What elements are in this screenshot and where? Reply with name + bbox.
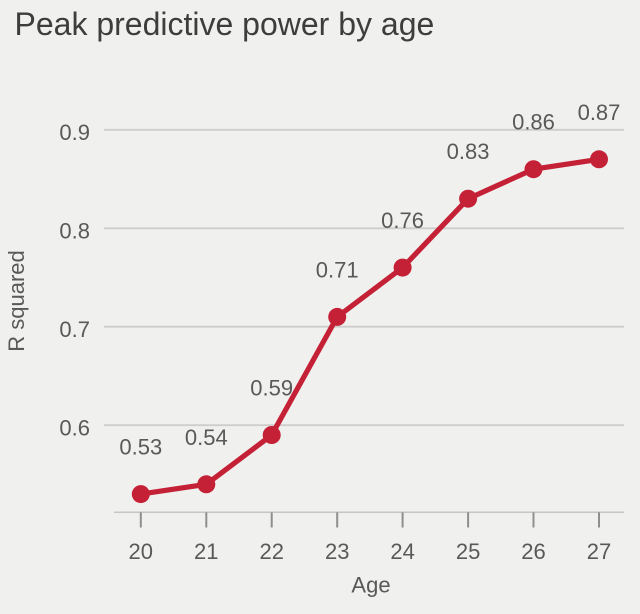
svg-text:24: 24 [390,539,414,564]
svg-text:23: 23 [325,539,349,564]
svg-text:0.9: 0.9 [59,120,90,145]
svg-text:0.53: 0.53 [119,435,162,460]
svg-text:0.71: 0.71 [316,257,359,282]
svg-text:0.7: 0.7 [59,317,90,342]
svg-text:R squared: R squared [4,250,29,352]
svg-text:Peak predictive power by age: Peak predictive power by age [15,6,435,42]
svg-text:20: 20 [129,539,153,564]
svg-text:Age: Age [351,573,390,598]
svg-text:0.86: 0.86 [512,110,555,135]
svg-text:0.83: 0.83 [447,139,490,164]
svg-text:22: 22 [259,539,283,564]
svg-text:26: 26 [521,539,545,564]
svg-text:0.76: 0.76 [381,208,424,233]
svg-text:0.59: 0.59 [250,376,293,401]
svg-text:27: 27 [587,539,611,564]
svg-text:0.6: 0.6 [59,416,90,441]
svg-text:25: 25 [456,539,480,564]
svg-text:0.8: 0.8 [59,219,90,244]
svg-text:0.87: 0.87 [578,100,621,125]
svg-text:0.54: 0.54 [185,425,228,450]
svg-text:21: 21 [194,539,218,564]
